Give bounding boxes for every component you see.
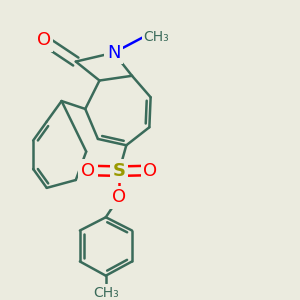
Text: CH₃: CH₃ bbox=[93, 286, 119, 300]
Text: O: O bbox=[37, 31, 51, 49]
Text: N: N bbox=[107, 44, 120, 62]
Text: O: O bbox=[112, 188, 126, 206]
Text: CH₃: CH₃ bbox=[143, 30, 169, 44]
Text: S: S bbox=[112, 162, 126, 180]
Text: O: O bbox=[81, 161, 95, 179]
Text: O: O bbox=[143, 161, 158, 179]
